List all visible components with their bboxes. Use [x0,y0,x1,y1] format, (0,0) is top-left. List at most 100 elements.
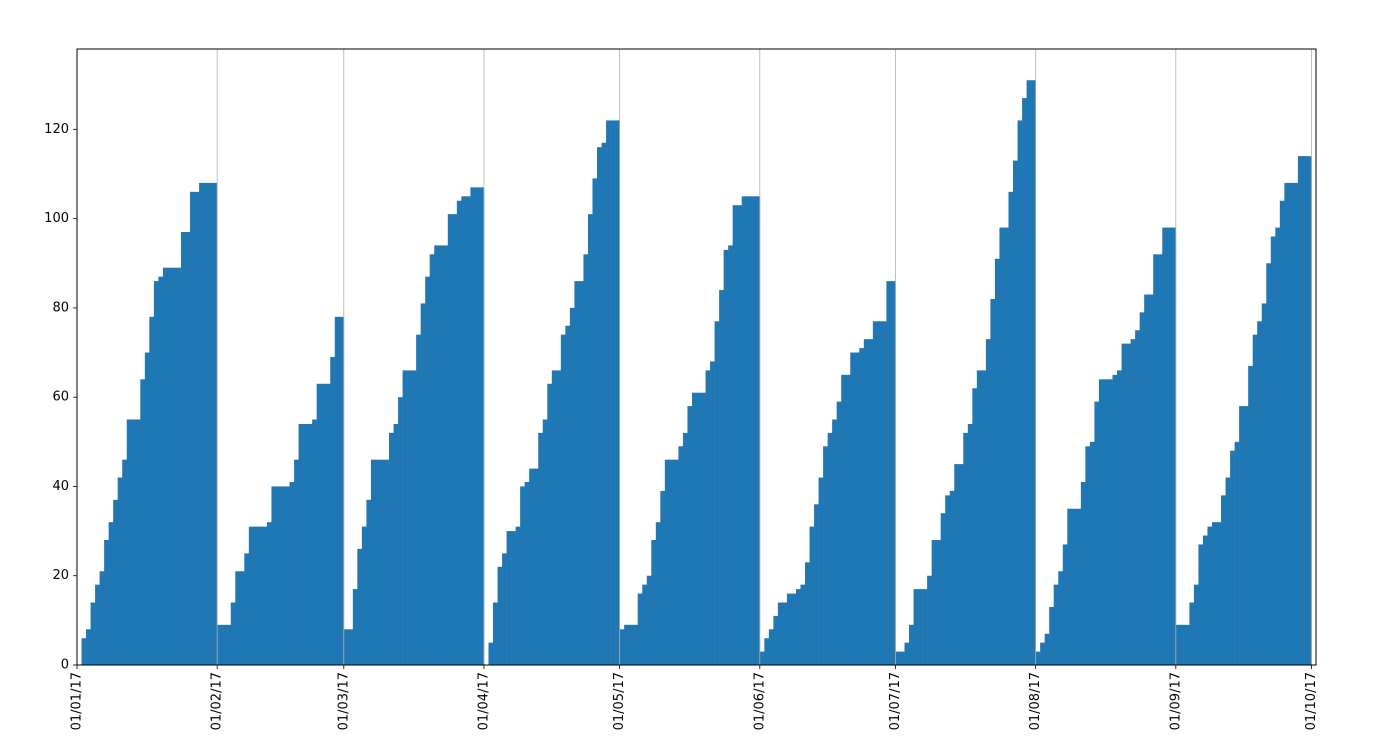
bar [1017,120,1023,665]
bar [1013,160,1018,665]
bar [1275,227,1281,665]
bar [990,298,996,665]
bar [1180,624,1186,665]
bar [257,526,263,665]
bar [931,540,937,665]
bar [131,419,137,665]
bar [285,486,290,665]
bar [493,602,498,665]
bar [985,339,991,665]
bar [312,419,317,665]
x-tick-label: 01/09/17 [1168,672,1183,730]
bar [981,370,987,665]
bar [646,575,652,665]
bar [253,526,259,665]
bar [606,120,611,665]
bar [452,214,458,665]
bar [221,624,227,665]
bar [678,446,684,665]
bar [1003,227,1009,665]
bar [958,464,964,665]
x-tick-label: 01/06/17 [752,672,767,730]
bar [1135,330,1140,665]
bar [416,334,421,665]
bar [1089,441,1095,665]
bar [886,281,892,665]
bar [628,624,634,665]
bar [108,522,114,665]
bar [474,187,480,665]
bar [420,303,426,665]
bar [235,571,241,665]
bar [927,575,932,665]
bar [619,629,625,665]
bar [877,321,883,665]
bar [384,459,390,665]
bar [972,388,978,665]
bar [361,526,367,665]
bar [1207,526,1213,665]
bar [682,432,688,665]
bar [832,419,837,665]
bar [913,589,919,665]
bar [691,392,697,665]
bar [470,187,476,665]
bar [624,624,629,665]
bar [795,589,801,665]
bar [642,584,648,665]
bar [750,196,756,665]
bar [330,357,336,665]
y-tick-label: 60 [52,390,69,405]
bar [1098,379,1104,665]
bar [890,281,896,665]
bar [863,339,869,665]
bar [660,490,666,665]
bar [402,370,408,665]
bar [208,182,213,666]
bar [637,593,643,665]
bar [651,540,657,665]
bar [230,602,236,665]
bar [153,281,159,665]
bar [167,267,173,665]
bar [1062,544,1068,665]
bar [1202,535,1208,665]
bar [1080,481,1086,665]
bar [181,232,186,665]
x-tick-label: 01/03/17 [336,672,351,730]
bar [569,307,575,665]
bar [601,142,607,665]
bar [456,200,462,665]
bar [542,419,548,665]
bar [809,526,815,665]
bar [86,629,91,665]
bar [140,379,146,665]
bar [497,566,503,665]
bar [1193,584,1199,665]
bar [357,548,363,665]
bar [1153,254,1159,666]
bar [710,361,715,665]
bar [1211,522,1217,665]
bar [1288,182,1294,666]
x-tick-label: 01/02/17 [210,672,225,730]
bar [294,459,299,665]
bar [149,316,155,665]
bar [574,281,580,665]
x-tick-label: 01/07/17 [888,672,903,730]
bar [506,531,512,665]
bar [723,249,729,665]
bar [411,370,417,665]
bar [922,589,928,665]
bar [1221,495,1226,665]
bar [551,370,557,665]
bar [275,486,281,665]
bar [447,214,453,665]
bar [827,432,833,665]
bar [1053,584,1059,665]
x-tick-label: 01/10/17 [1304,672,1319,730]
bar [1189,602,1195,665]
bar [1126,343,1131,665]
